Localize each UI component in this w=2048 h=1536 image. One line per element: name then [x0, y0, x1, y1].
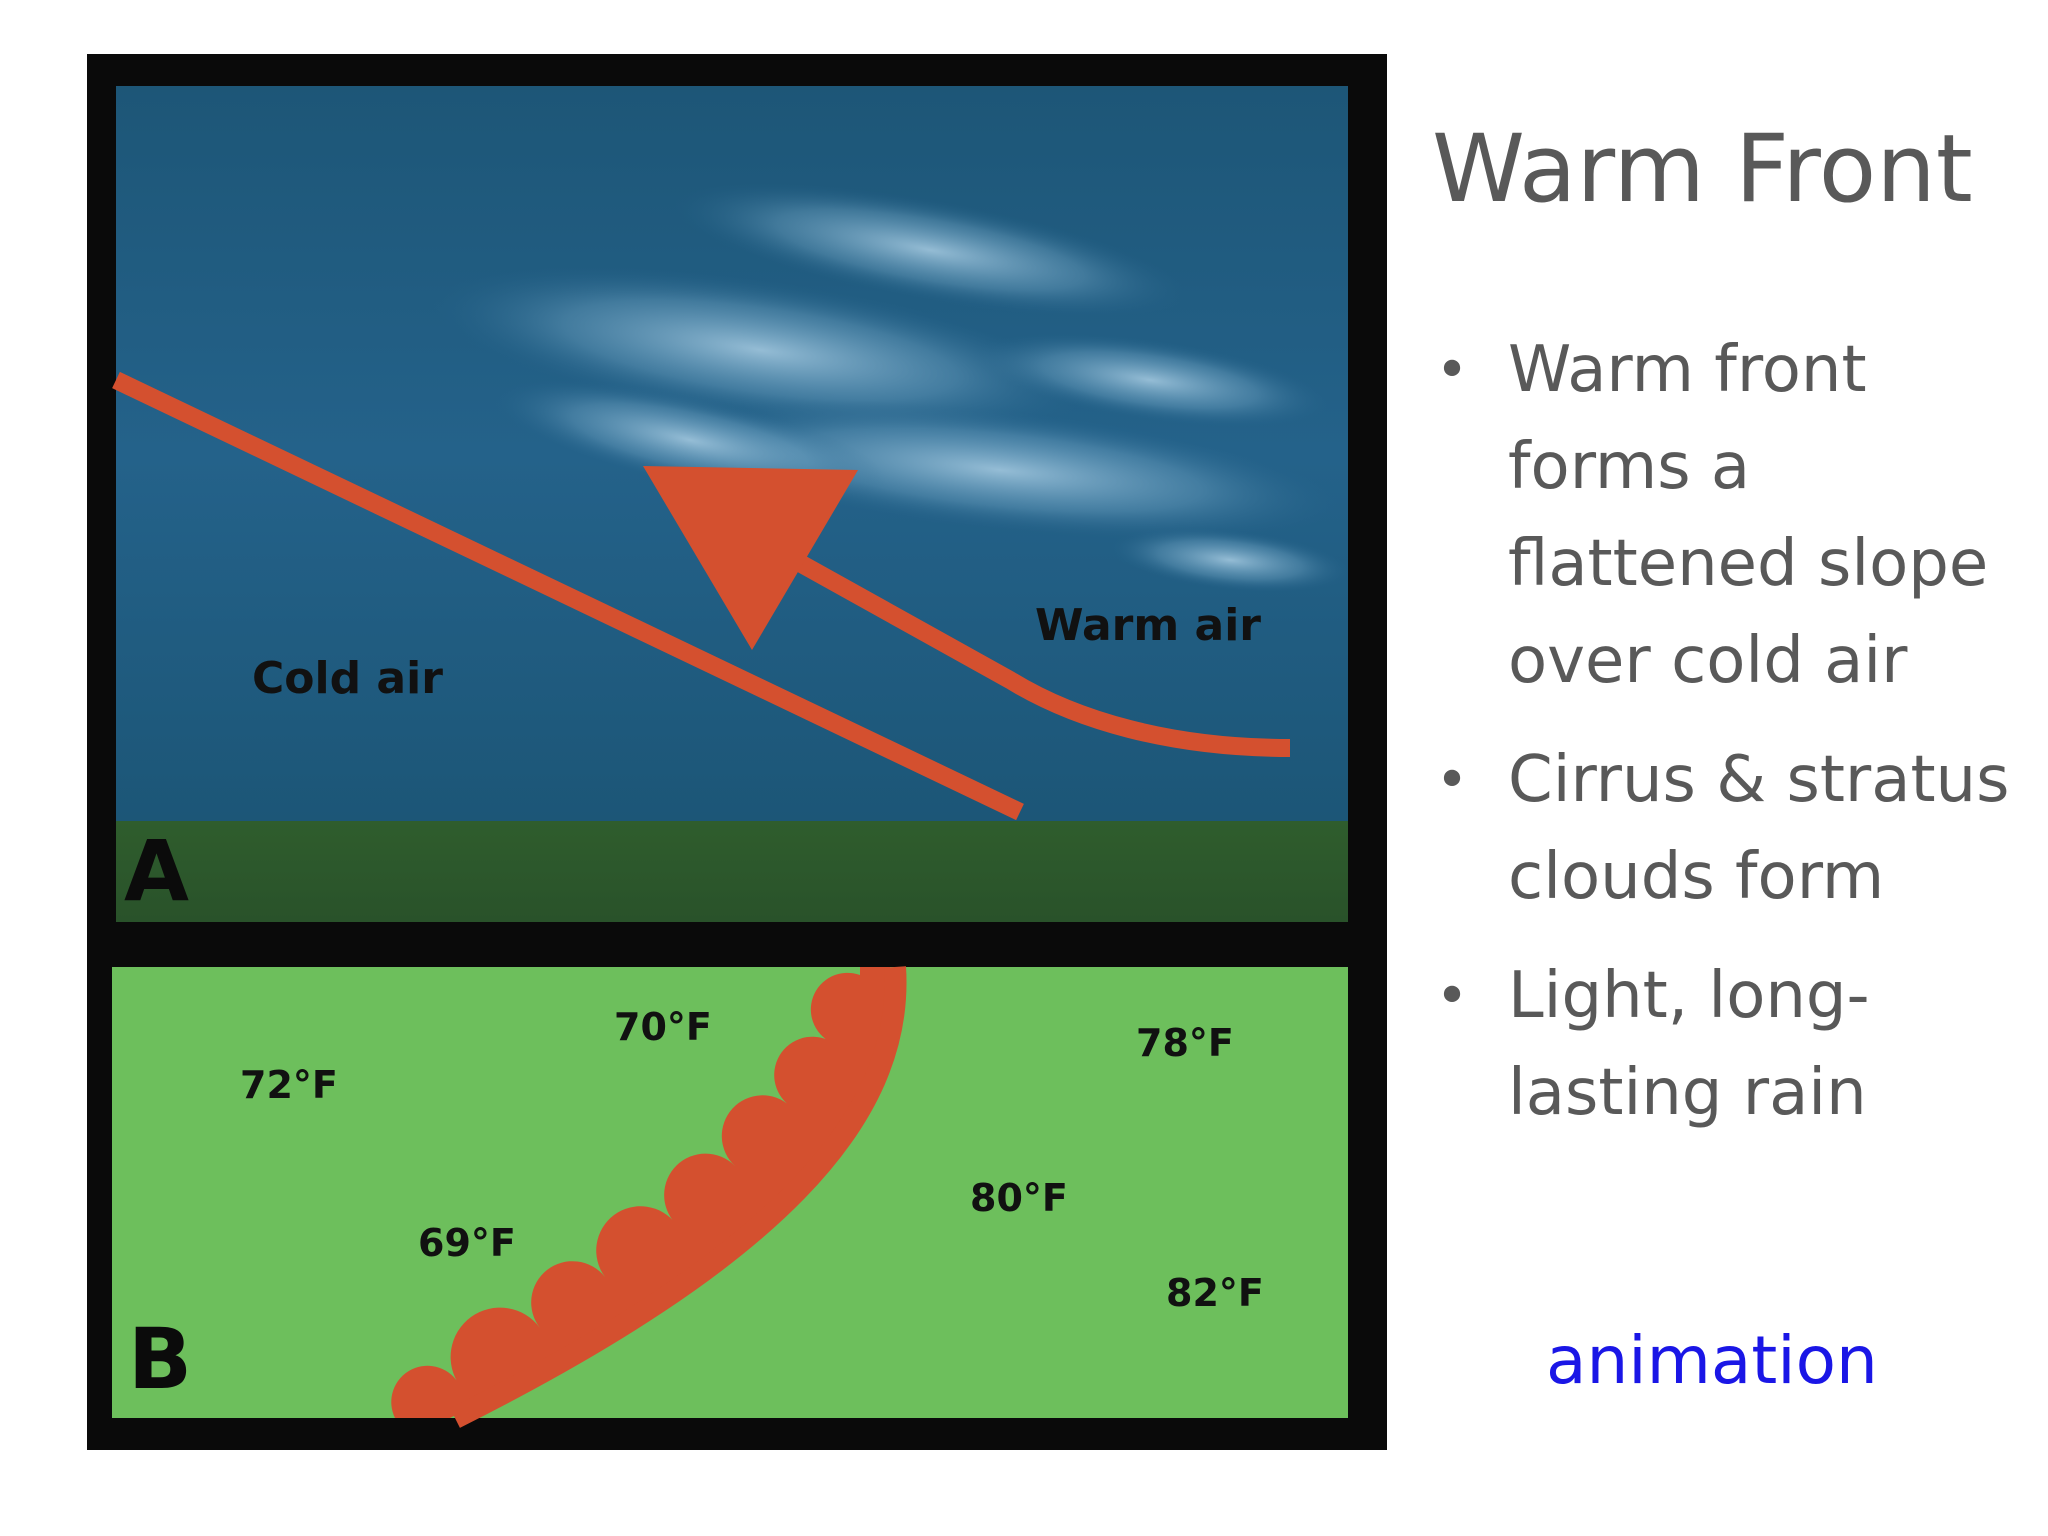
temp-label: 72°F	[240, 1063, 338, 1107]
temp-label: 80°F	[970, 1176, 1068, 1220]
bullet-text: Cirrus & stratus clouds form	[1508, 743, 2010, 914]
front-scallops	[391, 967, 891, 1418]
panel-b-surface-map: 72°F 70°F 69°F 78°F 80°F 82°F B	[112, 966, 1348, 1428]
warm-air-arrowhead	[643, 466, 858, 650]
temp-label: 69°F	[418, 1221, 516, 1265]
ground-strip	[116, 821, 1348, 922]
animation-link[interactable]: animation	[1546, 1322, 1878, 1399]
bullet-item: • Light, long-lasting rain	[1432, 948, 2032, 1142]
temp-label: 82°F	[1166, 1271, 1264, 1315]
cirrus-clouds	[433, 183, 1350, 593]
temp-label: 78°F	[1136, 1021, 1234, 1065]
front-line	[450, 966, 907, 1428]
cold-air-label: Cold air	[252, 653, 443, 704]
bullet-dot-icon: •	[1435, 338, 1469, 403]
frontal-boundary-line	[112, 371, 1024, 821]
panel-a-cross-section: Cold air Warm air A	[112, 86, 1350, 922]
bullet-dot-icon: •	[1435, 964, 1469, 1029]
temp-label: 70°F	[614, 1005, 712, 1049]
bullet-item: • Cirrus & stratus clouds form	[1432, 732, 2032, 926]
panel-a-letter: A	[124, 822, 189, 920]
panel-b-letter: B	[128, 1310, 192, 1408]
bullet-text: Warm front forms a flattened slope over …	[1508, 333, 1989, 698]
bullet-list: • Warm front forms a flattened slope ove…	[1432, 322, 2032, 1164]
bullet-text: Light, long-lasting rain	[1508, 959, 1870, 1130]
warm-air-flow-path	[775, 544, 1291, 757]
bullet-dot-icon: •	[1435, 748, 1469, 813]
bullet-item: • Warm front forms a flattened slope ove…	[1432, 322, 2032, 710]
warm-air-label: Warm air	[1035, 600, 1261, 651]
warm-front-symbol	[391, 966, 907, 1428]
slide-title: Warm Front	[1432, 115, 1973, 224]
